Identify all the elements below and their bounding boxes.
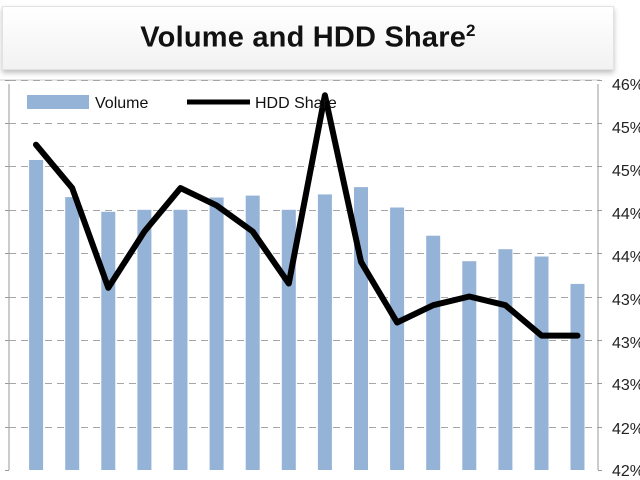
volume-bar (101, 211, 116, 471)
volume-bar (390, 207, 405, 470)
volume-bar (137, 209, 152, 471)
legend-volume-label: Volume (95, 95, 148, 112)
volume-bar (317, 194, 332, 470)
legend-hdd-share-label: HDD Share (255, 95, 337, 112)
right-axis-tick-label: 43% (612, 377, 640, 394)
volume-bar (426, 235, 441, 470)
volume-bar (65, 197, 80, 470)
chart-title: Volume and HDD Share2 (140, 21, 476, 54)
volume-bar (570, 283, 585, 470)
right-axis-tick-label: 44% (612, 249, 640, 266)
volume-bar (173, 209, 188, 471)
chart-title-superscript: 2 (466, 21, 476, 41)
right-axis-tick-label: 45% (612, 163, 640, 180)
chart-title-box: Volume and HDD Share2 (2, 6, 614, 70)
volume-bar (534, 256, 549, 470)
right-axis-tick-label: 45% (612, 120, 640, 137)
volume-bar (498, 249, 513, 470)
volume-bar (209, 197, 224, 470)
right-axis-tick-label: 46% (612, 77, 640, 94)
hdd-share-line (33, 92, 581, 339)
volume-bar (462, 261, 477, 470)
right-axis-tick-label: 42% (612, 421, 640, 438)
right-axis-tick-label: 43% (612, 292, 640, 309)
volume-bar (245, 195, 260, 470)
volume-bar (29, 160, 44, 470)
right-axis-tick-label: 43% (612, 335, 640, 352)
legend-volume-swatch (27, 95, 89, 109)
right-axis-tick-label: 44% (612, 206, 640, 223)
right-axis-tick-label: 42% (612, 463, 640, 480)
